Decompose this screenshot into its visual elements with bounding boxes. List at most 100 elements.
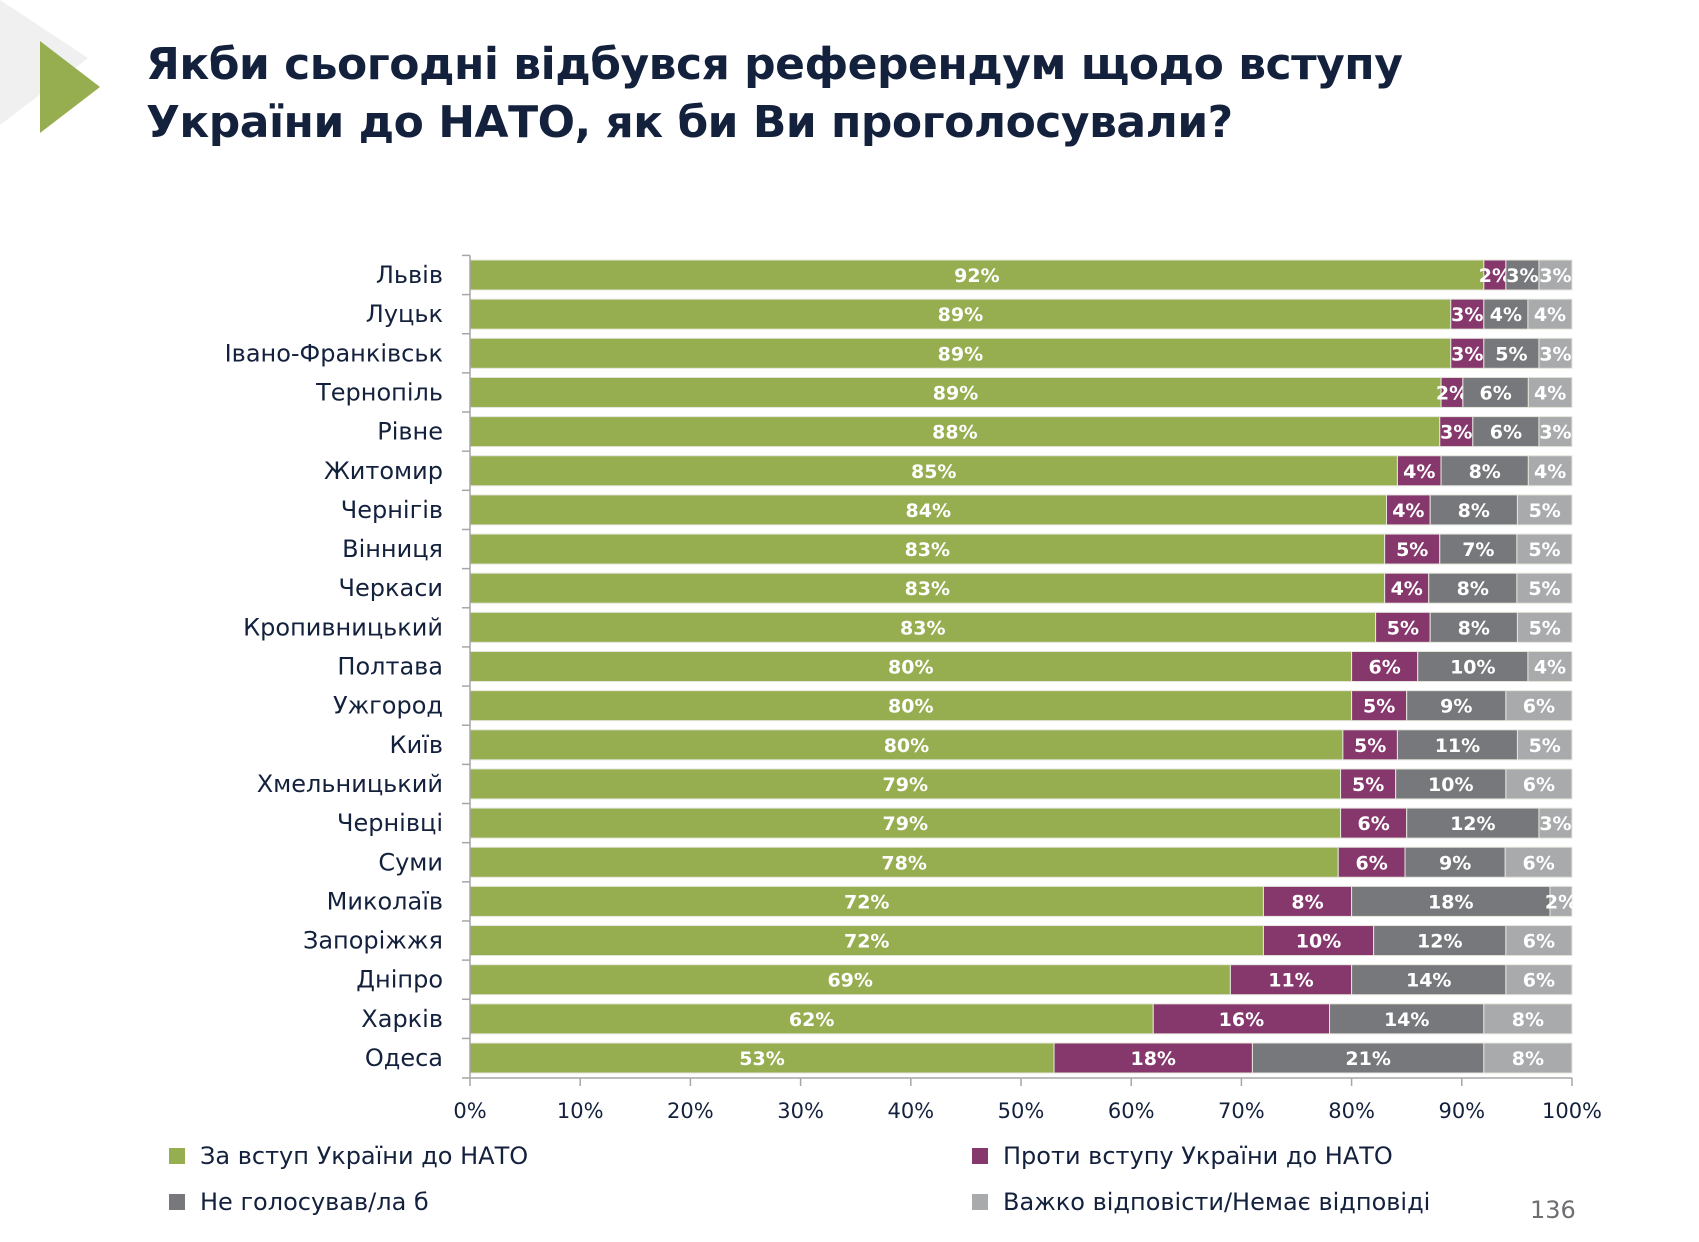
bar-value-label: 79% xyxy=(883,774,928,796)
bar-value-label: 3% xyxy=(1451,343,1483,365)
bar-segment xyxy=(1516,729,1573,761)
bar-segment xyxy=(1262,925,1375,957)
bar-segment xyxy=(1440,455,1529,487)
bar-segment xyxy=(1395,768,1507,800)
category-label: Львів xyxy=(376,261,443,289)
bar-segment xyxy=(469,807,1342,839)
bar-segment xyxy=(1152,1003,1331,1035)
slide-logo-decoration xyxy=(0,0,100,133)
x-tick-label: 10% xyxy=(557,1099,604,1123)
bar-value-label: 5% xyxy=(1529,500,1561,522)
bar-value-label: 8% xyxy=(1458,617,1490,639)
bar-value-label: 89% xyxy=(938,304,983,326)
bar-value-label: 9% xyxy=(1440,696,1472,718)
bar-segment xyxy=(1549,885,1573,917)
bar-segment xyxy=(1351,964,1507,996)
bar-segment xyxy=(1429,494,1518,526)
bar-value-label: 5% xyxy=(1396,539,1428,561)
bar-segment xyxy=(1505,925,1573,957)
bar-value-label: 10% xyxy=(1428,774,1473,796)
bar-value-label: 6% xyxy=(1490,422,1522,444)
bar-value-label: 6% xyxy=(1522,852,1554,874)
bar-value-label: 83% xyxy=(905,578,950,600)
bar-value-label: 8% xyxy=(1458,500,1490,522)
bar-value-label: 5% xyxy=(1529,735,1561,757)
category-label: Київ xyxy=(390,731,443,759)
category-label: Черкаси xyxy=(339,574,443,602)
bar-segment xyxy=(1351,690,1408,722)
slide-title: Якби сьогодні відбувся референдум щодо в… xyxy=(146,36,1646,152)
bar-value-label: 12% xyxy=(1450,813,1495,835)
bar-segment xyxy=(1429,611,1518,643)
bar-value-label: 88% xyxy=(932,422,977,444)
bar-value-label: 4% xyxy=(1392,500,1424,522)
x-tick-label: 50% xyxy=(998,1099,1045,1123)
legend-swatch-hard-to-say xyxy=(972,1194,988,1210)
bar-value-label: 3% xyxy=(1539,265,1571,287)
legend-label-for: За вступ України до НАТО xyxy=(200,1142,529,1170)
bar-value-label: 14% xyxy=(1384,1009,1429,1031)
bar-value-label: 10% xyxy=(1296,931,1341,953)
x-tick-label: 40% xyxy=(887,1099,934,1123)
bar-value-label: 4% xyxy=(1490,304,1522,326)
slide-title-line-1: Якби сьогодні відбувся референдум щодо в… xyxy=(146,39,1403,90)
bar-segment xyxy=(1538,337,1573,369)
legend-swatch-wouldnt-vote xyxy=(169,1194,185,1210)
bar-value-label: 8% xyxy=(1457,578,1489,600)
bar-value-label: 80% xyxy=(888,657,933,679)
bar-value-label: 6% xyxy=(1358,813,1390,835)
x-tick-label: 70% xyxy=(1218,1099,1265,1123)
bar-value-label: 69% xyxy=(827,970,872,992)
bar-value-label: 6% xyxy=(1479,382,1511,404)
bar-segment xyxy=(1504,846,1573,878)
bar-segment xyxy=(1516,611,1573,643)
bar-segment xyxy=(1406,690,1507,722)
bar-segment xyxy=(469,1042,1055,1074)
bar-value-label: 4% xyxy=(1534,657,1566,679)
bar-value-label: 6% xyxy=(1356,852,1388,874)
bar-segment xyxy=(469,651,1353,682)
x-tick-label: 100% xyxy=(1542,1099,1602,1123)
bar-value-label: 3% xyxy=(1539,422,1571,444)
bar-value-label: 89% xyxy=(933,382,978,404)
bar-value-label: 2% xyxy=(1479,265,1511,287)
bar-value-label: 5% xyxy=(1495,343,1527,365)
bar-value-label: 9% xyxy=(1439,852,1471,874)
bar-segment xyxy=(1384,572,1430,604)
bar-segment xyxy=(1396,729,1518,761)
bar-segment xyxy=(1505,768,1573,800)
category-label: Суми xyxy=(378,848,443,876)
bar-value-label: 72% xyxy=(844,891,889,913)
page-number: 136 xyxy=(1530,1196,1576,1224)
bar-value-label: 8% xyxy=(1512,1048,1544,1070)
bar-segment xyxy=(469,768,1342,800)
bar-value-label: 10% xyxy=(1450,657,1495,679)
bar-segment xyxy=(1417,651,1529,682)
bar-value-label: 62% xyxy=(789,1009,834,1031)
category-label: Хмельницький xyxy=(257,770,443,798)
bar-value-label: 53% xyxy=(739,1048,784,1070)
bar-segment xyxy=(1516,572,1573,604)
bar-value-label: 5% xyxy=(1363,696,1395,718)
bar-segment xyxy=(1538,807,1573,839)
bar-value-label: 85% xyxy=(911,461,956,483)
bar-value-label: 3% xyxy=(1539,813,1571,835)
bar-segment xyxy=(469,455,1398,487)
bar-value-label: 80% xyxy=(888,696,933,718)
bar-segment xyxy=(1505,964,1573,996)
bar-value-label: 5% xyxy=(1529,617,1561,639)
category-label: Вінниця xyxy=(342,535,443,563)
bar-value-label: 83% xyxy=(905,539,950,561)
category-label: Житомир xyxy=(324,457,443,485)
category-label: Тернопіль xyxy=(315,378,443,406)
bar-value-label: 2% xyxy=(1545,891,1577,913)
bar-value-label: 5% xyxy=(1387,617,1419,639)
bar-segment xyxy=(1375,611,1431,643)
bar-value-label: 5% xyxy=(1528,578,1560,600)
legend-swatch-against xyxy=(972,1148,988,1164)
bar-value-label: 80% xyxy=(884,735,929,757)
bar-value-label: 14% xyxy=(1406,970,1451,992)
bar-segment xyxy=(469,416,1441,448)
bar-value-label: 89% xyxy=(938,343,983,365)
x-tick-label: 60% xyxy=(1108,1099,1155,1123)
